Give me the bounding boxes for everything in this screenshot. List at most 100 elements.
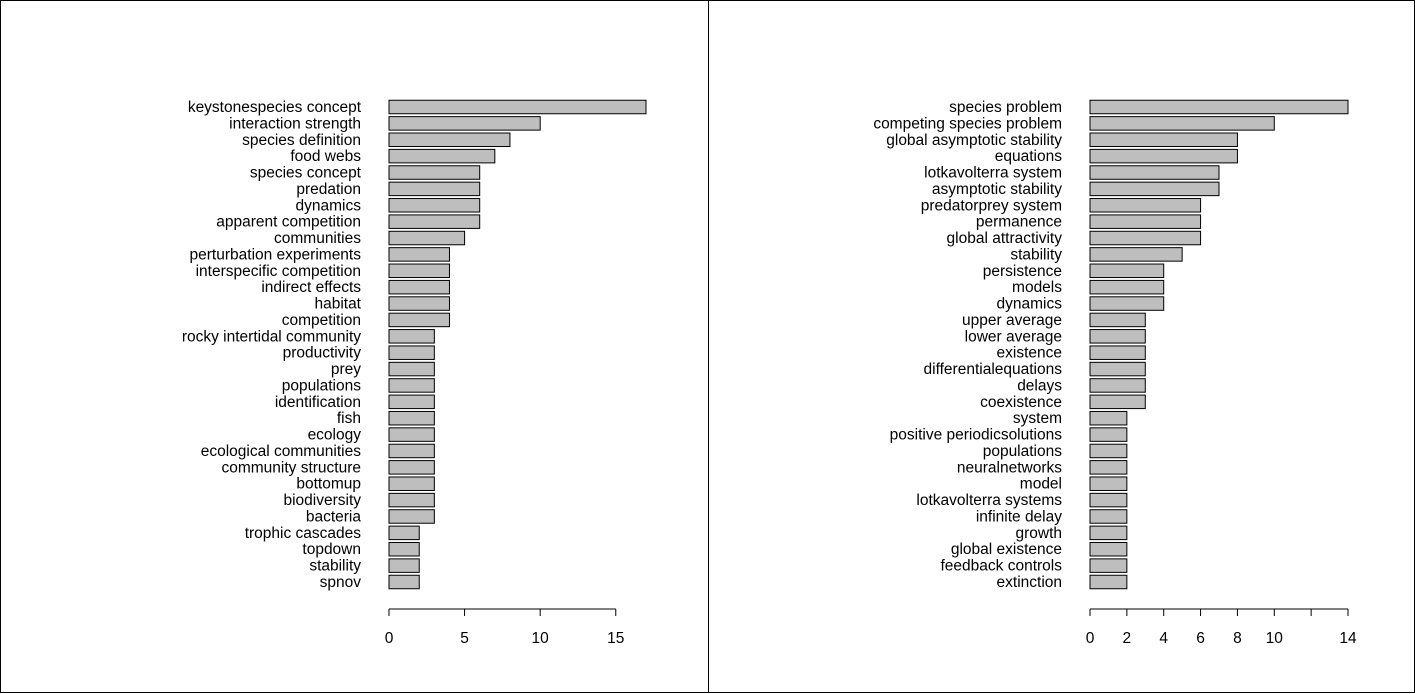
bar <box>388 394 435 410</box>
category-label: predation <box>296 181 361 198</box>
bar <box>388 558 420 573</box>
bar <box>388 198 481 213</box>
category-label: fish <box>337 410 361 427</box>
category-label: models <box>1012 279 1062 296</box>
bar <box>1089 312 1146 328</box>
bar <box>1089 132 1238 148</box>
panel-divider <box>708 1 709 692</box>
category-label: rocky intertidal community <box>182 328 361 345</box>
category-label: permanence <box>976 214 1062 231</box>
bar <box>1089 541 1128 557</box>
bar <box>388 181 481 197</box>
category-label: infinite delay <box>976 508 1062 525</box>
bar <box>1089 525 1128 541</box>
category-label: stability <box>1010 246 1062 263</box>
x-tick-label: 0 <box>1086 630 1095 647</box>
bar <box>388 230 466 246</box>
x-tick-label: 5 <box>460 630 469 647</box>
category-label: bacteria <box>306 508 362 525</box>
bar <box>1089 427 1128 442</box>
x-tick-label: 0 <box>385 630 394 647</box>
bar <box>1089 410 1128 426</box>
bar <box>1089 279 1165 295</box>
bar <box>1089 165 1220 180</box>
bar <box>388 99 647 115</box>
bar <box>1089 345 1146 360</box>
category-label: populations <box>983 443 1063 460</box>
bar <box>388 460 435 475</box>
bar <box>388 165 481 180</box>
bar <box>388 410 435 426</box>
category-label: lotkavolterra systems <box>916 492 1062 509</box>
category-label: extinction <box>997 574 1062 591</box>
category-label: food webs <box>290 148 361 165</box>
category-label: feedback controls <box>941 558 1063 575</box>
category-label: upper average <box>962 312 1062 329</box>
bar <box>1089 492 1128 508</box>
category-label: lower average <box>965 328 1062 345</box>
bar <box>388 361 435 377</box>
category-label: ecology <box>308 427 362 444</box>
category-label: spnov <box>320 574 362 591</box>
bar <box>388 296 450 311</box>
bar <box>1089 476 1128 491</box>
bar <box>1089 378 1146 393</box>
category-label: neuralnetworks <box>957 459 1062 476</box>
category-label: differentialequations <box>924 361 1063 378</box>
bar <box>1089 460 1128 475</box>
bar <box>388 132 511 148</box>
bar <box>388 148 496 164</box>
bar <box>1089 558 1128 573</box>
bar <box>388 247 450 262</box>
x-tick-label: 10 <box>532 630 550 647</box>
bar <box>388 214 481 229</box>
bar <box>1089 574 1128 590</box>
bar <box>388 541 420 557</box>
category-label: system <box>1013 410 1062 427</box>
category-label: delays <box>1017 377 1062 394</box>
category-label: coexistence <box>980 394 1062 411</box>
category-label: apparent competition <box>216 214 361 231</box>
category-label: predatorprey system <box>921 197 1062 214</box>
bar <box>1089 148 1238 164</box>
category-label: keystonespecies concept <box>188 99 362 116</box>
category-label: persistence <box>983 263 1062 280</box>
bar <box>1089 230 1202 246</box>
bar <box>1089 361 1146 377</box>
bar <box>1089 394 1146 410</box>
category-label: productivity <box>283 345 362 362</box>
category-label: positive periodicsolutions <box>890 427 1063 444</box>
bar <box>388 263 450 279</box>
bar <box>1089 99 1349 115</box>
bar <box>1089 509 1128 524</box>
x-tick-label: 15 <box>607 630 624 647</box>
category-label: habitat <box>314 296 361 313</box>
category-label: perturbation experiments <box>190 246 362 263</box>
bar <box>388 492 435 508</box>
category-label: global existence <box>951 541 1062 558</box>
bar <box>1089 296 1165 311</box>
category-label: species problem <box>949 99 1062 116</box>
category-label: topdown <box>302 541 361 558</box>
bar <box>1089 181 1220 197</box>
category-label: communities <box>274 230 361 247</box>
x-tick-label: 4 <box>1159 630 1168 647</box>
bar <box>388 329 435 344</box>
bar <box>388 476 435 491</box>
category-label: identification <box>275 394 361 411</box>
bar <box>388 443 435 459</box>
category-label: bottomup <box>296 476 361 493</box>
category-label: lotkavolterra system <box>924 165 1062 182</box>
category-label: competition <box>282 312 361 329</box>
x-tick-label: 10 <box>1266 630 1284 647</box>
bar <box>388 427 435 442</box>
bar <box>388 116 541 131</box>
category-label: populations <box>282 377 362 394</box>
bar <box>1089 329 1146 344</box>
category-label: model <box>1020 476 1062 493</box>
category-label: ecological communities <box>201 443 361 460</box>
category-label: interaction strength <box>229 115 361 132</box>
category-label: community structure <box>221 459 361 476</box>
